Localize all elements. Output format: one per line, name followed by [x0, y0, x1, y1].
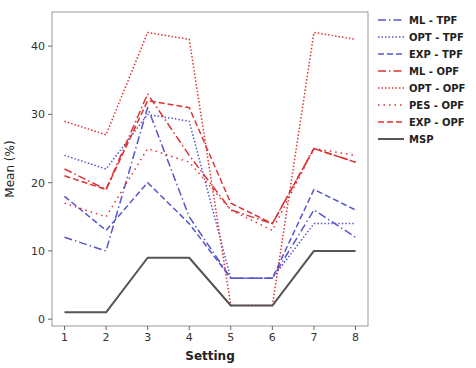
- legend-swatch: [378, 36, 404, 38]
- y-tick: [48, 250, 52, 251]
- legend-swatch: [378, 19, 404, 21]
- series-line: [64, 32, 355, 305]
- legend-label: ML - OPF: [409, 66, 459, 77]
- x-tick: [106, 326, 107, 330]
- x-tick-label: 1: [61, 331, 68, 344]
- series-line: [64, 94, 355, 224]
- y-tick-label: 20: [31, 177, 45, 190]
- x-tick-label: 3: [144, 331, 151, 344]
- y-tick-label: 40: [31, 40, 45, 53]
- y-tick-label: 0: [38, 313, 45, 326]
- y-tick: [48, 114, 52, 115]
- chart: 1 2 3 4 5 6 7 8 0 10 20 30 40 Setting Mean (%) ML - TPF…: [0, 0, 476, 368]
- y-axis-label: Mean (%): [3, 140, 17, 197]
- x-tick: [230, 326, 231, 330]
- x-tick-label: 6: [269, 331, 276, 344]
- legend-swatch: [378, 104, 404, 106]
- x-tick: [272, 326, 273, 330]
- legend-label: PES - OPF: [409, 100, 464, 111]
- series-line: [64, 251, 355, 312]
- x-tick-label: 7: [310, 331, 317, 344]
- legend-label: MSP: [409, 134, 433, 145]
- y-tick: [48, 46, 52, 47]
- x-tick: [147, 326, 148, 330]
- x-tick-label: 8: [352, 331, 359, 344]
- legend: ML - TPF OPT - TPF EXP - TPF ML - OPF OPT - …: [378, 15, 465, 145]
- x-tick: [64, 326, 65, 330]
- y-tick: [48, 182, 52, 183]
- legend-swatch: [378, 70, 404, 72]
- legend-label: OPT - TPF: [409, 32, 464, 43]
- x-tick: [355, 326, 356, 330]
- legend-swatch: [378, 53, 404, 55]
- legend-label: ML - TPF: [409, 15, 457, 26]
- x-tick: [189, 326, 190, 330]
- legend-swatch: [378, 87, 404, 89]
- legend-label: EXP - TPF: [409, 49, 463, 60]
- series-line: [64, 183, 355, 279]
- series-line: [64, 101, 355, 224]
- legend-label: OPT - OPF: [409, 83, 465, 94]
- y-tick: [48, 319, 52, 320]
- series-group: [64, 32, 355, 312]
- series-line: [64, 149, 355, 231]
- x-tick-label: 4: [186, 331, 193, 344]
- y-tick-label: 10: [31, 245, 45, 258]
- legend-label: EXP - OPF: [409, 117, 465, 128]
- legend-swatch: [378, 121, 404, 123]
- legend-swatch: [378, 138, 404, 140]
- x-tick-label: 2: [103, 331, 110, 344]
- x-tick-label: 5: [227, 331, 234, 344]
- y-tick-label: 30: [31, 108, 45, 121]
- x-tick: [313, 326, 314, 330]
- x-axis-label: Setting: [185, 349, 235, 363]
- plot-frame: [52, 12, 368, 326]
